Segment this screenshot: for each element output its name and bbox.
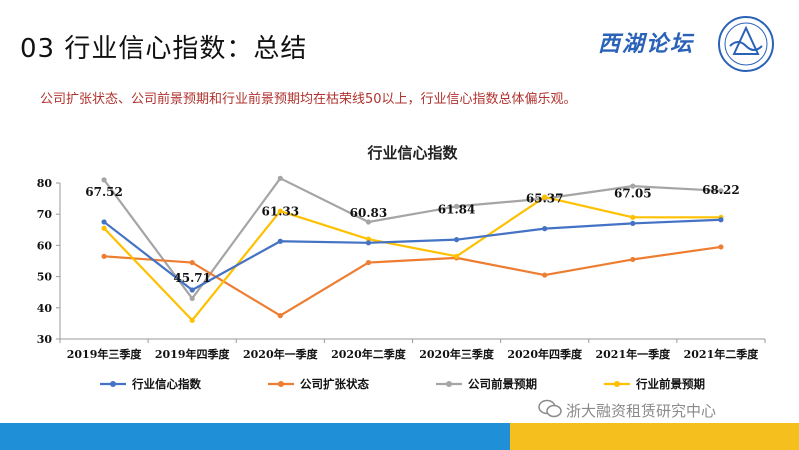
series-3-point [365, 236, 372, 242]
series-2-point [630, 183, 636, 189]
series-0-point [453, 237, 460, 243]
series-0-point [277, 238, 283, 244]
data-label: 45.71 [173, 271, 211, 285]
legend-marker-3 [614, 381, 620, 387]
series-2-point [277, 175, 283, 181]
y-tick-label: 60 [37, 239, 53, 252]
data-label: 60.83 [350, 206, 388, 220]
series-3-point [277, 208, 283, 214]
x-tick-label: 2020年四季度 [507, 347, 583, 361]
series-2-point [453, 203, 460, 209]
series-3-point [101, 225, 107, 231]
series-0-point [718, 217, 724, 223]
series-line-1 [103, 245, 722, 317]
series-line-0 [103, 218, 721, 292]
chart-title: 行业信心指数 [366, 144, 458, 162]
x-tick-label: 2021年二季度 [684, 347, 760, 361]
legend-marker-0 [110, 381, 116, 387]
series-1-point [189, 259, 195, 266]
legend-label-0: 行业信心指数 [131, 377, 201, 391]
series-0-point [630, 220, 636, 227]
series-3-point [542, 194, 548, 200]
wechat-icon [538, 399, 562, 418]
legend-marker-2 [446, 381, 452, 387]
data-label: 61.84 [438, 203, 476, 217]
summary-subtitle: 公司扩张状态、公司前景预期和行业前景预期均在枯荣线50以上，行业信心指数总体偏乐… [40, 92, 577, 107]
x-tick-label: 2019年三季度 [67, 347, 143, 361]
data-label: 67.52 [85, 185, 123, 199]
data-label: 68.22 [702, 183, 740, 197]
series-1-point [365, 259, 372, 266]
legend-label-2: 公司前景预期 [468, 377, 537, 391]
x-tick-label: 2019年四季度 [155, 347, 231, 361]
series-2-point [365, 219, 372, 225]
y-tick-label: 80 [37, 177, 53, 190]
x-tick-label: 2020年三季度 [419, 347, 495, 361]
series-2-point [189, 295, 195, 302]
footer-bar-blue [0, 423, 510, 450]
y-tick-label: 70 [37, 208, 53, 221]
x-tick-label: 2020年一季度 [243, 347, 319, 361]
series-0-point [189, 287, 195, 293]
footer-bar-yellow [510, 423, 799, 450]
emblem-logo-icon [718, 16, 774, 72]
watermark-text: 浙大融资租赁研究中心 [566, 402, 717, 420]
series-3-point [630, 214, 636, 220]
series-3-point [453, 253, 460, 259]
series-2-point [101, 177, 107, 183]
x-tick-label: 2021年一季度 [596, 347, 672, 361]
legend-label-1: 公司扩张状态 [300, 377, 369, 391]
series-1-point [542, 272, 548, 278]
series-1-point [718, 244, 724, 250]
data-label: 61.33 [262, 204, 300, 218]
series-0-point [542, 226, 548, 232]
series-3-point [189, 317, 195, 323]
legend-label-3: 行业前景预期 [635, 377, 705, 391]
series-0-point [365, 240, 372, 246]
series-1-point [277, 313, 283, 319]
series-0-point [101, 219, 107, 225]
y-tick-label: 40 [37, 302, 53, 315]
page-title: 03 行业信心指数：总结 [20, 34, 308, 64]
y-tick-label: 30 [37, 333, 53, 346]
forum-logo-text: 西湖论坛 [598, 31, 695, 57]
series-line-3 [103, 195, 721, 322]
legend-marker-1 [278, 381, 284, 387]
data-label: 67.05 [614, 186, 652, 200]
y-tick-label: 50 [37, 271, 53, 284]
x-tick-label: 2020年二季度 [331, 347, 407, 361]
series-line-2 [103, 177, 721, 300]
series-2-point [718, 188, 724, 194]
series-1-point [101, 253, 107, 259]
series-1-point [630, 256, 636, 263]
data-label: 65.37 [526, 192, 564, 206]
